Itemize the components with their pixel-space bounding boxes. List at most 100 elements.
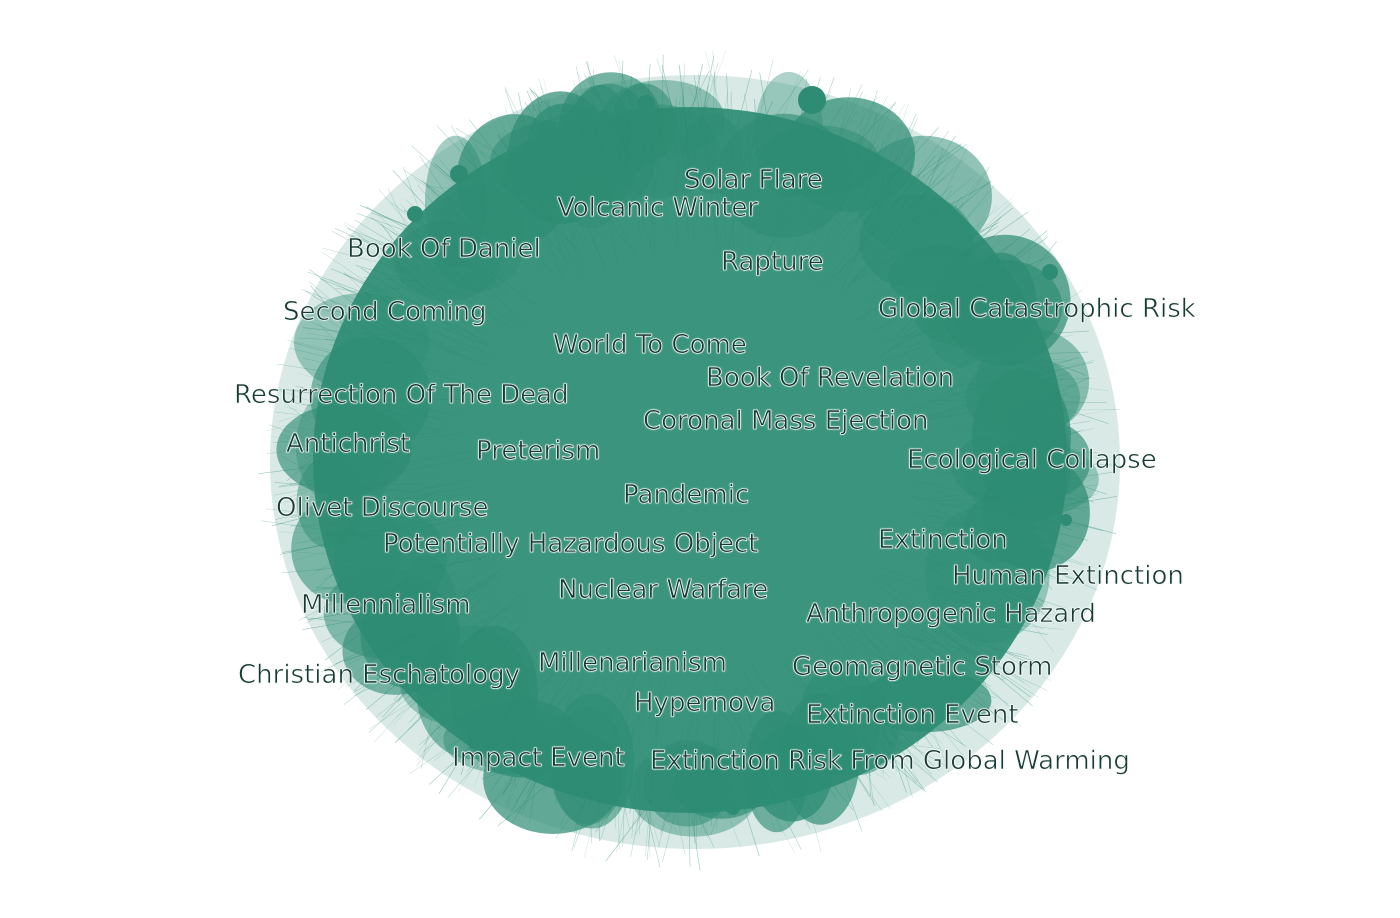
network-edge (370, 611, 483, 655)
node-label-rapture: Rapture (721, 247, 824, 277)
network-edge (593, 69, 595, 138)
network-edge (855, 140, 885, 226)
network-edge (315, 527, 385, 590)
node-label-world-to-come: World To Come (553, 330, 747, 360)
network-edge (463, 640, 561, 748)
network-edge (894, 603, 1010, 707)
network-edge (846, 90, 878, 184)
network-edge (688, 794, 715, 849)
network-edge (282, 517, 471, 553)
network-edge (326, 485, 378, 496)
network-edge (973, 315, 1028, 356)
node-label-volcanic-winter: Volcanic Winter (557, 193, 759, 223)
network-edge (776, 125, 786, 138)
network-edge (377, 643, 405, 660)
network-edge (1040, 471, 1107, 495)
network-nodes (407, 86, 1072, 815)
network-edge (574, 721, 634, 820)
network-edge (307, 605, 390, 621)
network-edge (577, 72, 652, 212)
network-edge (983, 500, 1104, 532)
network-edge (885, 274, 1067, 365)
network-edge (637, 773, 661, 848)
network-edge (852, 664, 943, 744)
network-edge (339, 487, 444, 540)
network-edge (994, 334, 1074, 347)
network-edge (710, 779, 732, 836)
network-edge (832, 664, 872, 756)
network-edge (325, 383, 445, 389)
network-edge (972, 541, 1057, 551)
network-edge (420, 691, 438, 769)
network-edge (316, 544, 383, 607)
network-edge (921, 558, 1043, 606)
network-edge (502, 657, 575, 796)
network-edge (953, 322, 1049, 371)
network-edge (405, 241, 430, 256)
network-edge (298, 575, 386, 621)
network-edge (799, 101, 897, 203)
network-edge (836, 103, 906, 234)
network-edge (1000, 475, 1047, 481)
network-edge (925, 556, 1031, 602)
node-label-hypernova: Hypernova (634, 688, 776, 718)
network-edge (346, 358, 411, 370)
network-edge (853, 248, 974, 323)
network-edge (912, 637, 988, 688)
network-edge (980, 273, 1041, 333)
network-edge (781, 753, 826, 779)
network-edge (363, 667, 449, 681)
network-edge (329, 383, 360, 401)
network-edge (794, 115, 809, 155)
network-edge (369, 618, 488, 656)
network-edge (875, 166, 989, 310)
network-edge (789, 700, 872, 777)
node-label-preterism: Preterism (476, 436, 601, 466)
network-edge (950, 427, 1095, 463)
network-edge (272, 496, 385, 527)
network-edge (327, 478, 459, 520)
network-edge (891, 637, 1022, 727)
network-edge (322, 408, 390, 442)
network-edge (679, 752, 706, 834)
network-edge (972, 330, 1089, 339)
network-edge (461, 142, 569, 263)
network-edge (447, 182, 543, 258)
network-edge (947, 372, 1071, 411)
network-edge (395, 634, 440, 677)
network-edge (612, 706, 616, 829)
network-edge (820, 138, 844, 235)
network-edge (457, 689, 525, 792)
network-edge (891, 289, 1063, 370)
network-edge (845, 156, 872, 168)
network-edge (614, 789, 631, 794)
network-edge (901, 154, 950, 206)
network-edge (280, 388, 461, 416)
network-edge (719, 100, 774, 214)
network-edge (556, 137, 629, 247)
network-edge (1022, 394, 1109, 424)
network-edge (462, 197, 470, 257)
network-edge (1014, 545, 1053, 590)
network-node (637, 95, 655, 113)
network-edge (298, 493, 464, 544)
network-edge (770, 101, 833, 229)
network-edge (834, 156, 899, 228)
network-edge (1001, 454, 1071, 488)
network-edge (985, 556, 1047, 606)
network-edge (864, 713, 897, 764)
network-edge (336, 496, 400, 502)
network-edge (416, 627, 519, 754)
network-edge (311, 384, 393, 406)
network-edge (887, 610, 965, 679)
network-edge (784, 712, 822, 852)
network-edge (958, 506, 1090, 525)
network-edge (497, 134, 582, 260)
network-edge (453, 715, 515, 759)
network-edge (431, 208, 468, 229)
network-edge (995, 241, 1057, 316)
network-edge (919, 180, 992, 242)
network-edge (472, 184, 547, 277)
network-edge (849, 94, 866, 205)
network-edge (681, 62, 719, 193)
